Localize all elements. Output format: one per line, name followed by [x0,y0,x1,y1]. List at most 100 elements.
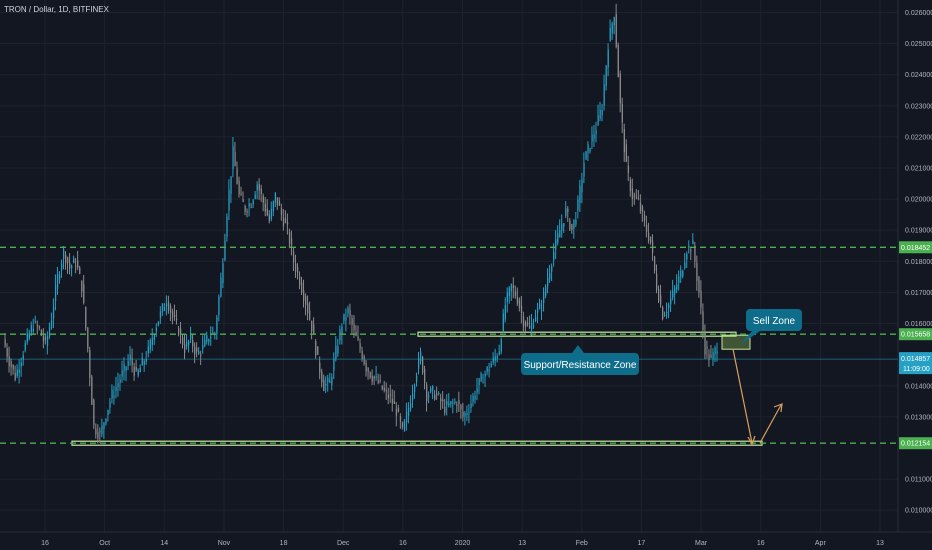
candle-body [212,332,214,335]
candle-body [321,371,323,383]
candle-body [184,344,186,353]
candle-body [139,367,141,373]
candle-body [496,355,498,359]
candle-body [416,375,418,382]
candle-body [137,370,139,376]
candle-body [333,358,335,371]
candle-body [355,331,357,336]
candle-body [603,84,605,106]
candle-body [34,320,37,322]
candle-body [696,263,698,281]
candle-body [440,398,442,402]
candle-body [639,202,642,211]
candle-body [367,368,369,373]
price-tick-label: 0.025000 [905,41,932,48]
candle-body [690,250,692,252]
candle-body [385,390,388,392]
candle-body [654,256,656,271]
candle-body [153,334,156,340]
candle-body [591,134,593,142]
candle-body [593,134,595,139]
candle-body [450,401,452,404]
candle-body [522,316,525,327]
candle-body [186,341,188,347]
price-axis[interactable]: 0.026000 0.025000 0.024000 0.023000 0.022000… [905,10,932,515]
candle-body [264,203,266,212]
candle-body [309,310,311,320]
candle-body [619,73,621,104]
time-axis[interactable]: 16 Oct 14 Nov 18 Dec 16 2020 13 Feb 17 Mar 16 Apr 13 [41,540,884,547]
candle-body [529,325,531,328]
candle-body [442,399,444,402]
candle-body [87,327,89,349]
candle-body [623,128,626,153]
support-resistance-callout [521,353,639,375]
candle-body [30,325,33,333]
candle-body [325,383,327,386]
candle-body [59,274,61,280]
candle-body [468,412,470,414]
candle-body [83,284,85,303]
candle-body [222,263,224,284]
candle-body [218,296,220,315]
candle-body [44,337,47,340]
candle-body [256,184,258,191]
candle-body [645,224,648,232]
candle-body [563,223,565,227]
candle-body [621,103,623,123]
candle-body [254,194,256,199]
candle-body [474,396,476,400]
candle-body [89,350,91,378]
level-label: 0.015658 [901,332,930,339]
candle-body [710,355,712,358]
candle-body [48,327,51,337]
candle-body [650,236,652,243]
candle-body [581,179,583,193]
candle-body [609,28,611,42]
candle-body [182,337,184,346]
candle-body [520,305,523,314]
candle-body [405,411,408,423]
candle-body [533,325,535,328]
price-tick-label: 0.013000 [905,414,932,421]
candle-body [480,373,482,381]
candle-body [393,401,396,404]
candle-body [280,208,283,215]
candle-body [670,298,672,305]
candle-body [303,290,305,301]
price-tick-label: 0.018000 [905,259,932,266]
candle-body [486,367,488,372]
candle-body [111,390,113,399]
candle-body [420,351,422,362]
candle-body [77,260,79,268]
candle-body [18,369,20,374]
candle-body [476,388,478,393]
candle-body [194,346,196,355]
candle-body [541,309,543,311]
candle-body [248,203,250,207]
candle-body [516,296,519,304]
levels: 0.018452 0.015658 0.012154 0.014857 11:09:00 [0,241,932,450]
candle-body [165,303,168,307]
candle-body [615,14,617,47]
candle-body [700,290,702,308]
candle-body [133,366,135,376]
candle-body [313,324,315,334]
candle-body [299,276,301,286]
candle-body [42,335,45,342]
candle-body [61,263,63,271]
candle-body [446,401,448,405]
candle-body [178,328,180,335]
candle-body [502,313,504,332]
current-price-label: 0.014857 [901,356,930,363]
projection-up-arrowhead [773,403,783,413]
candle-body [293,251,295,263]
candle-body [115,386,117,391]
candle-body [716,351,718,354]
candle-body [432,386,434,391]
candle-body [537,308,539,313]
candle-body [311,320,313,332]
candle-body [597,115,599,125]
candle-body [472,395,474,402]
